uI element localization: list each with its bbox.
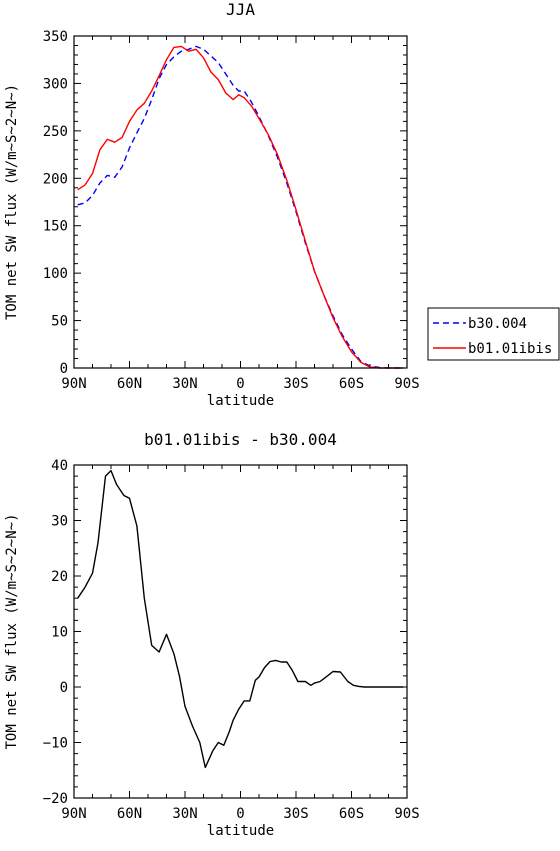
y-tick-label: −20 <box>43 791 68 807</box>
chart-title: b01.01ibis - b30.004 <box>144 430 337 449</box>
x-tick-label: 0 <box>236 806 244 822</box>
x-tick-label: 30N <box>172 376 197 392</box>
x-tick-label: 0 <box>236 376 244 392</box>
y-tick-label: 0 <box>60 680 68 696</box>
series-line-1 <box>77 45 404 369</box>
x-tick-label: 30S <box>283 376 308 392</box>
y-axis-label: TOM net SW flux (W/m~S~2~N~) <box>4 84 20 320</box>
y-tick-label: 30 <box>51 514 68 530</box>
x-tick-label: 90N <box>61 376 86 392</box>
legend-label-1: b01.01ibis <box>468 341 552 357</box>
x-tick-label: 90S <box>394 376 419 392</box>
y-tick-label: 50 <box>51 314 68 330</box>
y-tick-label: −10 <box>43 736 68 752</box>
plot-frame <box>73 464 408 799</box>
plot-frame <box>73 35 408 369</box>
y-tick-label: 250 <box>43 124 68 140</box>
x-axis-label: latitude <box>207 823 274 839</box>
top-panel: JJA 90N 60N 30N 0 30S 60S 90S 0 50 100 150 200 250 300… <box>4 0 560 409</box>
x-tick-label: 60N <box>117 806 142 822</box>
x-tick-label: 60N <box>117 376 142 392</box>
y-tick-label: 40 <box>51 458 68 474</box>
chart-title: JJA <box>226 0 255 19</box>
y-tick-label: 350 <box>43 29 68 45</box>
x-tick-label: 90N <box>61 806 86 822</box>
y-tick-label: 100 <box>43 266 68 282</box>
legend-label-0: b30.004 <box>468 316 527 332</box>
y-tick-label: 20 <box>51 569 68 585</box>
y-tick-label: 300 <box>43 76 68 92</box>
x-tick-label: 30N <box>172 806 197 822</box>
legend-box <box>427 307 560 361</box>
x-axis-label: latitude <box>207 393 274 409</box>
series-line-0 <box>77 45 404 369</box>
series-line-0 <box>77 469 404 769</box>
x-tick-label: 60S <box>339 376 364 392</box>
x-tick-label: 60S <box>339 806 364 822</box>
x-tick-label: 30S <box>283 806 308 822</box>
y-tick-label: 10 <box>51 625 68 641</box>
y-tick-label: 200 <box>43 171 68 187</box>
y-tick-label: 0 <box>60 361 68 377</box>
bottom-panel: b01.01ibis - b30.004 90N 60N 30N 0 30S 60S 90S −… <box>4 430 420 839</box>
x-tick-label: 90S <box>394 806 419 822</box>
y-tick-label: 150 <box>43 219 68 235</box>
y-axis-label: TOM net SW flux (W/m~S~2~N~) <box>4 513 20 749</box>
